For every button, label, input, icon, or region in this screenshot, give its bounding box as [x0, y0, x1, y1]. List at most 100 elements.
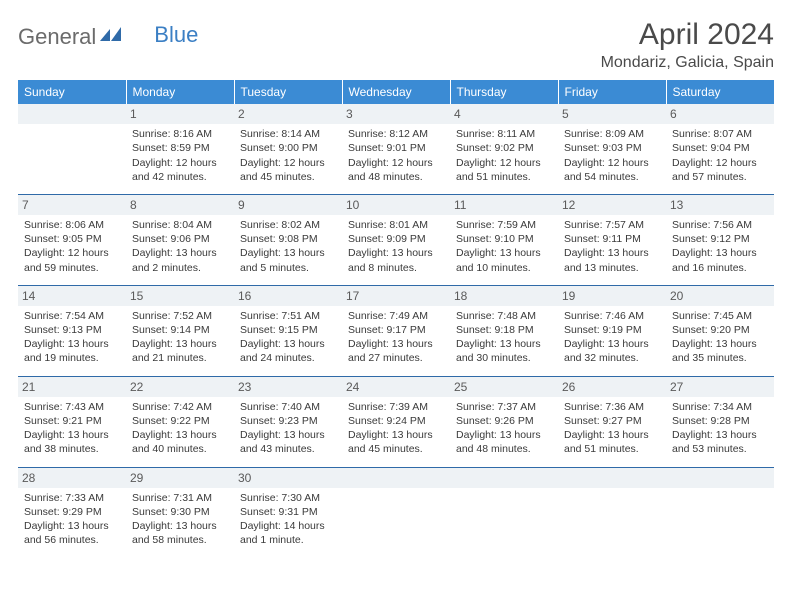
location: Mondariz, Galicia, Spain [601, 54, 774, 72]
daylight-text: and 16 minutes. [672, 261, 768, 275]
daylight-text: and 57 minutes. [672, 170, 768, 184]
daylight-text: Daylight: 12 hours [456, 156, 552, 170]
logo-text-1: General [18, 24, 96, 50]
daylight-text: Daylight: 12 hours [132, 156, 228, 170]
daylight-text: and 24 minutes. [240, 351, 336, 365]
day-number: 17 [342, 286, 450, 306]
sunset-text: Sunset: 9:31 PM [240, 505, 336, 519]
sunset-text: Sunset: 9:20 PM [672, 323, 768, 337]
daylight-text: Daylight: 13 hours [456, 428, 552, 442]
sunrise-text: Sunrise: 8:11 AM [456, 127, 552, 141]
day-cell: 7Sunrise: 8:06 AMSunset: 9:05 PMDaylight… [18, 194, 126, 285]
day-cell: 26Sunrise: 7:36 AMSunset: 9:27 PMDayligh… [558, 376, 666, 467]
sunset-text: Sunset: 9:03 PM [564, 141, 660, 155]
day-number: 23 [234, 377, 342, 397]
day-cell: 11Sunrise: 7:59 AMSunset: 9:10 PMDayligh… [450, 194, 558, 285]
sunrise-text: Sunrise: 7:49 AM [348, 309, 444, 323]
daylight-text: and 58 minutes. [132, 533, 228, 547]
day-number: 19 [558, 286, 666, 306]
day-number: 1 [126, 104, 234, 124]
daylight-text: and 1 minute. [240, 533, 336, 547]
week-row: 14Sunrise: 7:54 AMSunset: 9:13 PMDayligh… [18, 285, 774, 376]
sunset-text: Sunset: 9:06 PM [132, 232, 228, 246]
day-number: 9 [234, 195, 342, 215]
day-cell [666, 467, 774, 557]
daylight-text: Daylight: 13 hours [24, 337, 120, 351]
sunrise-text: Sunrise: 7:30 AM [240, 491, 336, 505]
day-cell: 27Sunrise: 7:34 AMSunset: 9:28 PMDayligh… [666, 376, 774, 467]
day-header-row: Sunday Monday Tuesday Wednesday Thursday… [18, 80, 774, 104]
daylight-text: Daylight: 12 hours [24, 246, 120, 260]
daylight-text: Daylight: 13 hours [564, 428, 660, 442]
sunrise-text: Sunrise: 7:48 AM [456, 309, 552, 323]
day-number: 29 [126, 468, 234, 488]
sunset-text: Sunset: 9:00 PM [240, 141, 336, 155]
day-cell: 19Sunrise: 7:46 AMSunset: 9:19 PMDayligh… [558, 285, 666, 376]
sunset-text: Sunset: 9:13 PM [24, 323, 120, 337]
sunset-text: Sunset: 9:18 PM [456, 323, 552, 337]
daylight-text: and 51 minutes. [456, 170, 552, 184]
title-block: April 2024 Mondariz, Galicia, Spain [601, 18, 774, 72]
day-cell [558, 467, 666, 557]
sunrise-text: Sunrise: 7:43 AM [24, 400, 120, 414]
col-mon: Monday [126, 80, 234, 104]
day-number: 30 [234, 468, 342, 488]
sunrise-text: Sunrise: 8:01 AM [348, 218, 444, 232]
day-number: 22 [126, 377, 234, 397]
sunset-text: Sunset: 9:27 PM [564, 414, 660, 428]
day-cell: 2Sunrise: 8:14 AMSunset: 9:00 PMDaylight… [234, 104, 342, 194]
day-number: 27 [666, 377, 774, 397]
daylight-text: and 27 minutes. [348, 351, 444, 365]
sunrise-text: Sunrise: 7:37 AM [456, 400, 552, 414]
sunrise-text: Sunrise: 7:54 AM [24, 309, 120, 323]
sunrise-text: Sunrise: 7:52 AM [132, 309, 228, 323]
daylight-text: and 54 minutes. [564, 170, 660, 184]
daylight-text: Daylight: 13 hours [240, 337, 336, 351]
sunrise-text: Sunrise: 7:57 AM [564, 218, 660, 232]
daylight-text: and 53 minutes. [672, 442, 768, 456]
sunset-text: Sunset: 9:17 PM [348, 323, 444, 337]
day-cell: 16Sunrise: 7:51 AMSunset: 9:15 PMDayligh… [234, 285, 342, 376]
sunrise-text: Sunrise: 7:39 AM [348, 400, 444, 414]
sunrise-text: Sunrise: 8:09 AM [564, 127, 660, 141]
day-number: 14 [18, 286, 126, 306]
daylight-text: and 2 minutes. [132, 261, 228, 275]
sunrise-text: Sunrise: 8:06 AM [24, 218, 120, 232]
sunrise-text: Sunrise: 8:16 AM [132, 127, 228, 141]
day-number: 21 [18, 377, 126, 397]
sunset-text: Sunset: 9:12 PM [672, 232, 768, 246]
sunset-text: Sunset: 9:29 PM [24, 505, 120, 519]
day-cell: 22Sunrise: 7:42 AMSunset: 9:22 PMDayligh… [126, 376, 234, 467]
day-number: 8 [126, 195, 234, 215]
day-number: 11 [450, 195, 558, 215]
day-cell [342, 467, 450, 557]
sunset-text: Sunset: 9:30 PM [132, 505, 228, 519]
day-number: 6 [666, 104, 774, 124]
sunrise-text: Sunrise: 8:12 AM [348, 127, 444, 141]
daylight-text: and 45 minutes. [240, 170, 336, 184]
sunset-text: Sunset: 9:09 PM [348, 232, 444, 246]
sunset-text: Sunset: 9:15 PM [240, 323, 336, 337]
day-cell: 4Sunrise: 8:11 AMSunset: 9:02 PMDaylight… [450, 104, 558, 194]
day-cell: 3Sunrise: 8:12 AMSunset: 9:01 PMDaylight… [342, 104, 450, 194]
day-cell: 23Sunrise: 7:40 AMSunset: 9:23 PMDayligh… [234, 376, 342, 467]
daylight-text: Daylight: 13 hours [132, 519, 228, 533]
sunset-text: Sunset: 9:08 PM [240, 232, 336, 246]
day-number-empty [342, 468, 450, 488]
sunrise-text: Sunrise: 7:45 AM [672, 309, 768, 323]
sunrise-text: Sunrise: 7:56 AM [672, 218, 768, 232]
daylight-text: Daylight: 12 hours [564, 156, 660, 170]
daylight-text: and 5 minutes. [240, 261, 336, 275]
sunset-text: Sunset: 9:11 PM [564, 232, 660, 246]
logo-text-2: Blue [154, 22, 198, 48]
day-number-empty [450, 468, 558, 488]
day-cell: 28Sunrise: 7:33 AMSunset: 9:29 PMDayligh… [18, 467, 126, 557]
day-number: 5 [558, 104, 666, 124]
daylight-text: Daylight: 14 hours [240, 519, 336, 533]
sunrise-text: Sunrise: 7:59 AM [456, 218, 552, 232]
col-thu: Thursday [450, 80, 558, 104]
daylight-text: Daylight: 13 hours [672, 246, 768, 260]
day-cell [450, 467, 558, 557]
daylight-text: and 30 minutes. [456, 351, 552, 365]
day-number: 18 [450, 286, 558, 306]
